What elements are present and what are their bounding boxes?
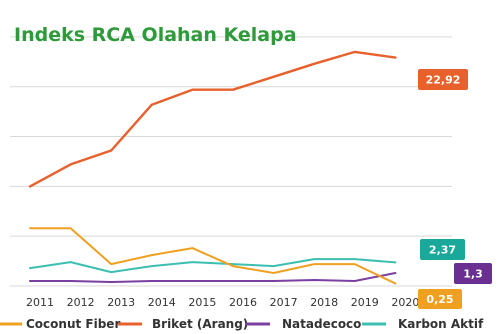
data-label-badge: 1,3: [454, 263, 492, 284]
legend-item: Briket (Arang): [118, 317, 248, 331]
data-label-bg: [454, 263, 492, 284]
chart-title: Indeks RCA Olahan Kelapa: [14, 24, 297, 46]
x-tick-label: 2019: [351, 296, 379, 309]
x-tick-label: 2017: [270, 296, 298, 309]
x-tick-label: 2011: [26, 296, 54, 309]
data-label-text: 22,92: [426, 74, 461, 87]
x-tick-label: 2016: [229, 296, 257, 309]
legend-label: Natadecoco: [282, 317, 361, 331]
series-lines: [28, 50, 397, 285]
legend-label: Briket (Arang): [152, 317, 248, 331]
legend: Coconut Fiber Briket (Arang) Natadecoco Kar…: [0, 317, 484, 331]
legend-item: Karbon Aktif: [362, 317, 484, 331]
data-label-bg: [418, 69, 468, 90]
series-line-karbon-aktif: [29, 258, 397, 274]
data-label-text: 2,37: [429, 244, 456, 257]
x-tick-label: 2014: [148, 296, 176, 309]
legend-label: Coconut Fiber: [26, 317, 120, 331]
x-tick-label: 2020: [391, 296, 419, 309]
data-labels: 22,92 2,37 1,3 0,25: [418, 69, 492, 309]
data-label-bg: [420, 239, 465, 260]
data-label-bg: [418, 289, 462, 309]
x-axis-ticks: 2011 2012 2013 2014 2015 2016 2017 2018 2019 2020: [26, 296, 419, 309]
legend-item: Coconut Fiber: [0, 317, 120, 331]
series-line-natadecoco: [29, 272, 397, 283]
x-tick-label: 2013: [107, 296, 135, 309]
data-label-badge: 0,25: [418, 289, 462, 309]
legend-item: Natadecoco: [246, 317, 361, 331]
data-label-badge: 22,92: [418, 69, 468, 90]
series-line-briket-arang: [28, 50, 397, 188]
legend-label: Karbon Aktif: [398, 317, 484, 331]
x-tick-label: 2018: [310, 296, 338, 309]
data-label-text: 1,3: [463, 268, 483, 281]
data-label-text: 0,25: [426, 293, 453, 306]
x-tick-label: 2015: [188, 296, 216, 309]
gridlines: [10, 36, 452, 287]
x-tick-label: 2012: [67, 296, 95, 309]
data-label-badge: 2,37: [420, 239, 465, 260]
series-line-coconut-fiber: [29, 227, 397, 285]
